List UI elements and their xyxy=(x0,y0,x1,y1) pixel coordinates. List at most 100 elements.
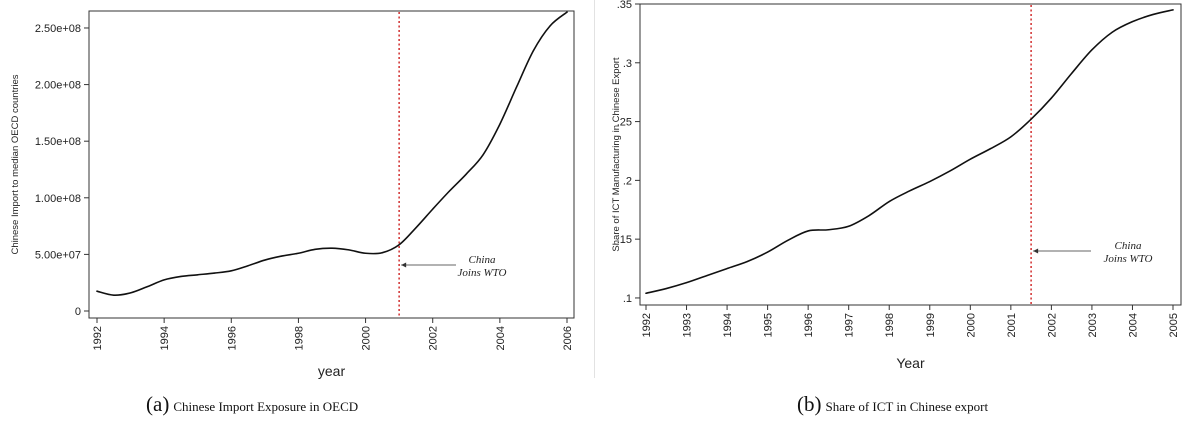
chart-a-data-point xyxy=(281,255,283,257)
caption-b-text: Share of ICT in Chinese export xyxy=(825,399,989,414)
chart-a-y-tick-label: 5.00e+07 xyxy=(35,249,81,261)
chart-b-x-axis-title: Year xyxy=(896,355,925,371)
chart-b-y-tick-label: .1 xyxy=(623,293,632,305)
chart-b-data-point xyxy=(1131,21,1134,23)
chart-a-data-point xyxy=(465,173,467,175)
chart-b-x-tick-label: 2005 xyxy=(1168,313,1180,337)
chart-b-x-tick-label: 2002 xyxy=(1046,313,1058,337)
chart-b-x-tick-label: 2003 xyxy=(1087,313,1099,337)
chart-a-data-point xyxy=(482,154,484,156)
caption-b-letter: (b) xyxy=(797,392,822,416)
chart-a-data-point xyxy=(381,252,383,254)
chart-b-data-point xyxy=(1030,118,1032,120)
chart-a-x-tick-label: 2000 xyxy=(361,326,373,350)
chart-a-data-point xyxy=(163,279,165,281)
chart-a-import-exposure: 0 5.00e+07 1.00e+08 1.50e+08 2.00e+08 2.50e+0… xyxy=(10,10,575,379)
chart-a-y-tick-label: 2.50e+08 xyxy=(35,23,81,35)
chart-b-data-point xyxy=(868,215,870,217)
chart-a-data-point xyxy=(129,292,132,294)
chart-a-data-point xyxy=(197,274,199,276)
chart-b-y-tick-label: .35 xyxy=(617,0,632,11)
chart-a-x-tick-label: 1992 xyxy=(92,326,104,350)
chart-b-x-tick-label: 1994 xyxy=(722,313,734,337)
chart-b-x-tick-label: 1999 xyxy=(925,313,937,337)
caption-a-text: Chinese Import Exposure in OECD xyxy=(173,399,359,414)
chart-a-data-point xyxy=(213,272,216,274)
chart-a-data-point xyxy=(180,275,182,278)
chart-b-data-point xyxy=(848,225,850,227)
chart-a-annotation-text: China xyxy=(469,254,496,266)
chart-b-y-tick-label: .2 xyxy=(623,175,632,187)
chart-b-data-point xyxy=(746,260,748,263)
chart-b-data-point xyxy=(989,148,992,150)
chart-b-data-point xyxy=(1050,97,1052,99)
chart-b-data-point xyxy=(787,239,789,241)
chart-a-data-point xyxy=(314,248,316,250)
panel-divider xyxy=(594,0,595,378)
caption-a: (a) Chinese Import Exposure in OECD xyxy=(146,392,358,417)
chart-b-data-point xyxy=(1091,49,1093,51)
chart-a-annotation-arrowhead xyxy=(401,262,407,268)
chart-a-x-tick-label: 1998 xyxy=(293,326,305,350)
chart-b-data-point xyxy=(827,229,830,231)
chart-b-x-tick-label: 1997 xyxy=(844,313,856,337)
chart-b-y-tick-label: .15 xyxy=(617,234,632,246)
chart-a-annotation-text: Joins WTO xyxy=(458,267,507,279)
chart-a-data-point xyxy=(415,227,417,229)
chart-b-data-point xyxy=(645,292,647,294)
chart-a-y-tick-label: 0 xyxy=(75,306,81,318)
chart-a-data-point xyxy=(499,123,501,125)
chart-b-data-point xyxy=(908,190,911,192)
chart-b-data-point xyxy=(685,282,688,284)
chart-b-data-point xyxy=(888,200,890,203)
chart-a-data-point xyxy=(331,247,333,249)
chart-a-plot-frame xyxy=(88,10,575,319)
chart-b-data-point xyxy=(1172,9,1174,11)
chart-a-data-point xyxy=(247,265,249,267)
chart-b-x-tick-label: 2000 xyxy=(965,313,977,337)
chart-a-data-point xyxy=(96,290,98,292)
chart-b-data-point xyxy=(767,251,769,253)
chart-b-series-line xyxy=(645,9,1174,295)
chart-b-data-point xyxy=(726,267,728,270)
chart-a-data-point xyxy=(230,270,232,272)
chart-b-ict-share: .1 .15 .2 .25 .3 .35 1992 1993 1994 1995 1996 1997 1… xyxy=(611,0,1182,371)
chart-a-series-line xyxy=(96,11,568,296)
chart-b-x-tick-label: 1995 xyxy=(763,313,775,337)
chart-b-x-tick-label: 2001 xyxy=(1006,313,1018,337)
chart-b-data-point xyxy=(1152,13,1154,16)
chart-a-data-point xyxy=(448,190,451,192)
chart-a-x-axis-title: year xyxy=(318,363,346,379)
chart-b-data-point xyxy=(949,170,951,172)
chart-a-data-point xyxy=(549,25,551,27)
chart-a-x-tick-label: 2002 xyxy=(428,326,440,350)
chart-a-y-axis-title: Chinese Import to median OECD countries xyxy=(10,74,21,254)
chart-a-x-tick-label: 2006 xyxy=(562,326,574,350)
chart-b-y-axis-title: Share of ICT Manufacturing in Chinese Ex… xyxy=(611,57,622,252)
chart-a-data-point xyxy=(566,11,568,13)
chart-b-data-point xyxy=(1071,72,1073,74)
chart-a-data-point xyxy=(348,249,350,251)
chart-b-x-tick-label: 1993 xyxy=(682,313,694,337)
chart-a-data-point xyxy=(398,244,400,246)
chart-b-data-point xyxy=(969,158,971,160)
chart-b-y-tick-label: .25 xyxy=(617,117,632,129)
chart-b-annotation-arrowhead xyxy=(1033,248,1039,254)
chart-a-data-point xyxy=(516,86,518,88)
chart-a-data-point xyxy=(432,208,434,210)
caption-b: (b) Share of ICT in Chinese export xyxy=(797,392,988,417)
chart-a-x-tick-label: 1996 xyxy=(226,326,238,350)
chart-a-data-point xyxy=(364,252,367,254)
chart-b-y-tick-label: .3 xyxy=(623,58,632,70)
chart-b-x-tick-label: 1998 xyxy=(884,313,896,337)
chart-b-x-tick-label: 2004 xyxy=(1127,313,1139,337)
chart-b-plot-frame xyxy=(639,3,1182,306)
chart-a-y-tick-label: 2.00e+08 xyxy=(35,80,81,92)
chart-a-y-tick-label: 1.50e+08 xyxy=(35,136,81,148)
chart-b-annotation-text: Joins WTO xyxy=(1104,253,1153,265)
chart-a-data-point xyxy=(264,259,266,261)
chart-b-data-point xyxy=(1111,31,1113,33)
chart-b-data-point xyxy=(665,287,667,290)
chart-a-data-point xyxy=(532,50,535,52)
